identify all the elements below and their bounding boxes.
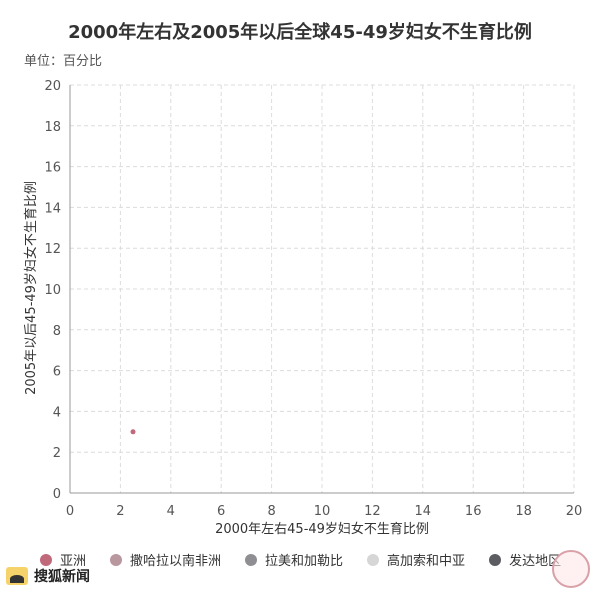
y-tick-label: 10 (44, 283, 61, 298)
x-tick-label: 16 (465, 504, 482, 519)
legend-marker-icon (367, 553, 380, 566)
grid-layer (70, 84, 575, 493)
legend-label: 亚洲 (60, 554, 87, 569)
y-tick-label: 18 (44, 120, 61, 135)
legend-marker-icon (40, 553, 52, 566)
legend: 亚洲 撒哈拉以南非洲 拉美和加勒比 高加索和中亚 发达地区 (40, 550, 585, 569)
y-tick-label: 4 (53, 405, 61, 420)
legend-item[interactable]: 撒哈拉以南非洲 (110, 550, 221, 569)
y-tick-label: 2 (53, 446, 61, 461)
legend-label: 拉美和加勒比 (265, 554, 344, 569)
chart-title: 2000年左右及2005年以后全球45-49岁妇女不生育比例 (68, 22, 532, 43)
stamp-icon (552, 550, 590, 588)
y-tick-label: 0 (53, 487, 61, 502)
y-tick-label: 14 (44, 201, 61, 216)
y-tick-label: 20 (44, 79, 61, 94)
x-tick-label: 0 (66, 504, 74, 519)
x-tick-label: 12 (364, 504, 381, 519)
y-tick-label: 8 (53, 324, 61, 339)
legend-marker-icon (489, 553, 502, 566)
x-tick-label: 2 (116, 504, 124, 519)
y-tick-label: 6 (53, 365, 61, 380)
brand-name: 搜狐新闻 (34, 569, 90, 585)
x-tick-label: 10 (314, 504, 331, 519)
legend-label: 高加索和中亚 (387, 554, 466, 569)
legend-item[interactable]: 高加索和中亚 (367, 550, 465, 569)
unit-label: 单位：百分比 (24, 54, 103, 69)
legend-label: 发达地区 (509, 554, 562, 569)
legend-label: 撒哈拉以南非洲 (130, 554, 222, 569)
x-tick-label: 20 (566, 504, 583, 519)
legend-marker-icon (110, 553, 123, 566)
x-tick-label: 18 (515, 504, 532, 519)
point-layer (130, 429, 136, 435)
tick-layer: 0 2 4 6 8 10 12 14 16 18 20 0 2 4 6 8 10 12 14 16 18 20 (44, 79, 582, 519)
legend-marker-icon (245, 553, 258, 566)
legend-item[interactable]: 亚洲 (40, 550, 86, 569)
x-tick-label: 14 (415, 504, 432, 519)
data-point[interactable] (130, 429, 136, 435)
brand: 搜狐新闻 (6, 566, 90, 586)
x-axis-title: 2000年左右45-49岁妇女不生育比例 (215, 521, 429, 537)
x-tick-label: 4 (167, 504, 175, 519)
axis-layer (69, 85, 574, 494)
legend-item[interactable]: 拉美和加勒比 (245, 550, 343, 569)
y-tick-label: 12 (44, 242, 61, 257)
y-tick-label: 16 (44, 161, 61, 176)
y-axis-title: 2005年以后45-49岁妇女不生育比例 (23, 181, 39, 395)
legend-item[interactable]: 发达地区 (489, 550, 561, 569)
x-tick-label: 6 (217, 504, 225, 519)
x-tick-label: 8 (267, 504, 275, 519)
sohu-logo-icon (6, 567, 28, 585)
